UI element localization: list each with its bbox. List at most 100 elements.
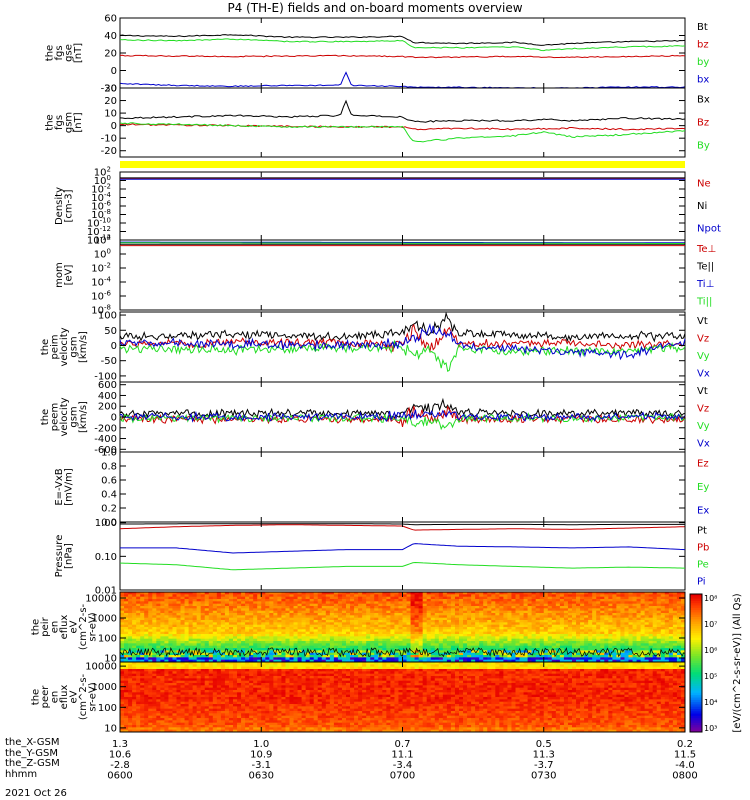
ylabel-line: gse [64,44,75,62]
legend-by: By [697,141,710,152]
colorbar-tick-label: 10⁴ [704,698,717,707]
ytick-label: 10000 [85,594,117,605]
ytick-label: 0.2 [101,504,117,515]
legend-ex: Ex [697,505,709,516]
y-gsm-value: 11.1 [391,750,413,761]
ylabel-line: gsm [68,406,79,427]
ylabel-line: mom [54,262,65,288]
ytick-label: 40 [104,31,117,42]
series-line-bz [119,123,686,131]
ylabel-line: [mV/m] [64,468,75,506]
ytick-label: -10 [101,134,117,145]
ytick-label: 0.10 [95,552,117,563]
legend-ez: Ez [697,459,709,470]
ytick-label: 0 [111,341,117,352]
ytick-label: -600 [94,445,117,456]
ytick-label: 200 [98,402,117,413]
series-line-pi [120,543,686,554]
legend-ey: Ey [697,482,709,493]
ylabel-line: eV [68,690,79,703]
series-line-pe [120,561,685,571]
ylabel-line: (cm^2-s- [78,673,89,720]
ytick-label: -20 [101,84,117,95]
series-line-bt [119,34,686,46]
time-tick-label: 0630 [249,771,274,782]
series-line-by [119,122,686,143]
colorbar-tick-label: 10⁵ [704,672,717,681]
series-line-vx [119,323,686,361]
ylabel-line: eflux [59,615,70,640]
panel-3: 10-1410-1210-1010-810-610-410-2100102Den… [54,166,721,247]
ylabel-line: peim [49,334,60,359]
panel-frame [119,87,686,158]
ytick-label: 0.6 [101,476,117,487]
legend-vy: Vy [697,351,710,362]
ylabel-line: velocity [59,327,70,366]
ytick-label: 0.4 [101,490,117,501]
spectrogram-2 [120,662,686,733]
colorbar-tick-label: 10⁷ [704,620,717,629]
series-line-bx [119,99,686,123]
ytick-label: 400 [98,391,117,402]
ytick-label: 10-2 [91,262,111,275]
ytick-label: 10000 [85,662,117,673]
ytick-label: 1000 [92,682,117,693]
legend-vt: Vt [697,386,708,397]
quality-flag-bar [120,161,685,168]
ylabel-line: en [49,621,60,634]
x-gsm-value: 0.5 [536,739,552,750]
ylabel-line: fgs [54,45,65,60]
panel-9: 10 100 1000 10000 thepeirenefluxeV(cm^2-s-sr… [30,591,686,665]
panel-4: 10-810-610-410-2100102mom[eV]Te⊥Te||Ti⊥T… [54,234,716,317]
ylabel-line: E=-VxB [54,468,65,505]
y-gsm-value: 10.9 [250,750,272,761]
row-label-hhmm: hhmm [5,768,38,780]
y-gsm-value: 11.3 [533,750,555,761]
ylabel-line: sr-eV) [87,682,98,711]
z-gsm-value: -2.8 [110,760,130,771]
row-label-z-gsm: the_Z-GSM [5,758,60,769]
ytick-label: 20 [104,96,117,107]
ytick-label: 600 [98,380,117,391]
colorbar: 10³ 10⁴ 10⁵ 10⁶ 10⁷ 10⁸ [eV/(cm^2-s-sr-eV)] (A… [689,593,743,733]
panel-10: 10 100 1000 10000 thepeerenefluxeV(cm^2-s-sr… [30,661,686,734]
legend-pe: Pe [697,560,709,571]
ylabel-line: en [49,691,60,704]
ylabel-line: the [30,689,41,705]
panel-frame [119,17,686,89]
ylabel-line: [km/s] [78,331,89,363]
ylabel-line: peer [40,685,51,709]
date-label: 2021 Oct 26 [5,788,67,799]
ytick-label: 1.0 [101,448,117,459]
spectrogram-1 [120,592,686,663]
ylabel-line: the [45,114,56,130]
legend-ti: Ti|| [696,296,712,307]
legend-pt: Pt [697,526,707,537]
legend-vz: Vz [697,403,709,414]
z-gsm-value: -3.4 [393,760,413,771]
ylabel-line: (cm^2-s- [78,603,89,650]
z-gsm-value: -4.0 [675,760,695,771]
panel-frame [119,521,686,591]
legend-ni: Ni [697,201,707,212]
panel-frame [119,171,686,241]
series-line-vt [119,311,686,343]
ylabel-line: the [45,45,56,61]
ylabel-line: the [40,409,51,425]
ylabel-line: [nT] [73,112,84,132]
page-title: P4 (TH-E) fields and on-board moments ov… [227,1,523,15]
ylabel-line: [nT] [73,43,84,63]
time-tick-label: 0730 [531,771,556,782]
colorbar-label: [eV/(cm^2-s-sr-eV)] (All Qs) [732,593,743,732]
legend-bt: Bt [697,22,708,33]
ytick-label: 20 [104,49,117,60]
time-tick-label: 0800 [672,771,697,782]
legend-vx: Vx [697,368,710,379]
ytick-label: -200 [94,423,117,434]
ylabel-line: Pressure [54,535,65,578]
legend-by: by [697,57,709,68]
ytick-label: 100 [94,248,111,261]
legend-te: Te|| [696,261,714,272]
